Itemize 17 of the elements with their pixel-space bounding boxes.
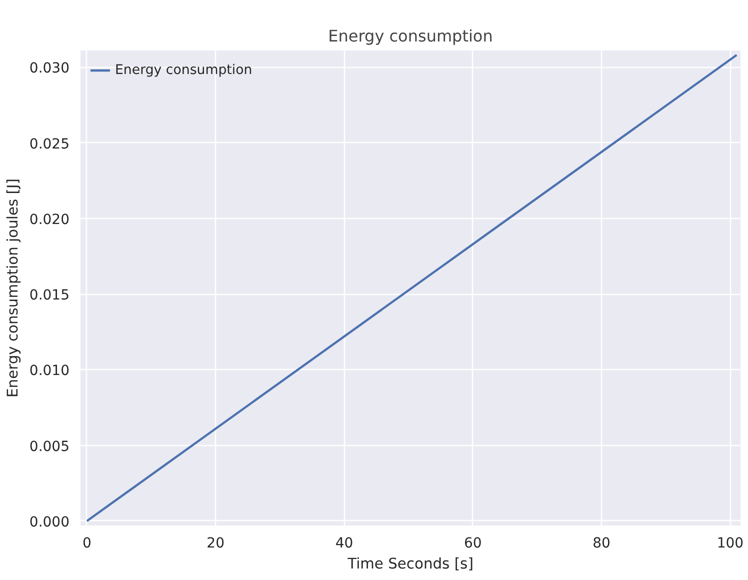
y-tick-label: 0.015	[29, 288, 70, 304]
y-tick-label: 0.010	[29, 363, 70, 380]
x-tick-label: 60	[464, 536, 482, 552]
x-tick-label: 0	[82, 536, 92, 552]
x-tick-label: 40	[335, 536, 354, 552]
x-tick-label: 20	[206, 536, 225, 552]
y-axis-title: Energy consumption joules [J]	[4, 178, 22, 398]
y-tick-label: 0.000	[29, 514, 70, 530]
legend-label: Energy consumption	[115, 62, 252, 78]
x-tick-label: 80	[592, 536, 610, 552]
chart-title: Energy consumption	[328, 26, 493, 46]
x-tick-label: 100	[716, 536, 744, 552]
x-axis-title: Time Seconds [s]	[346, 556, 474, 572]
y-tick-label: 0.030	[29, 60, 70, 77]
y-tick-label: 0.020	[29, 212, 70, 228]
y-tick-label: 0.025	[29, 136, 70, 152]
y-tick-label: 0.005	[29, 438, 70, 455]
